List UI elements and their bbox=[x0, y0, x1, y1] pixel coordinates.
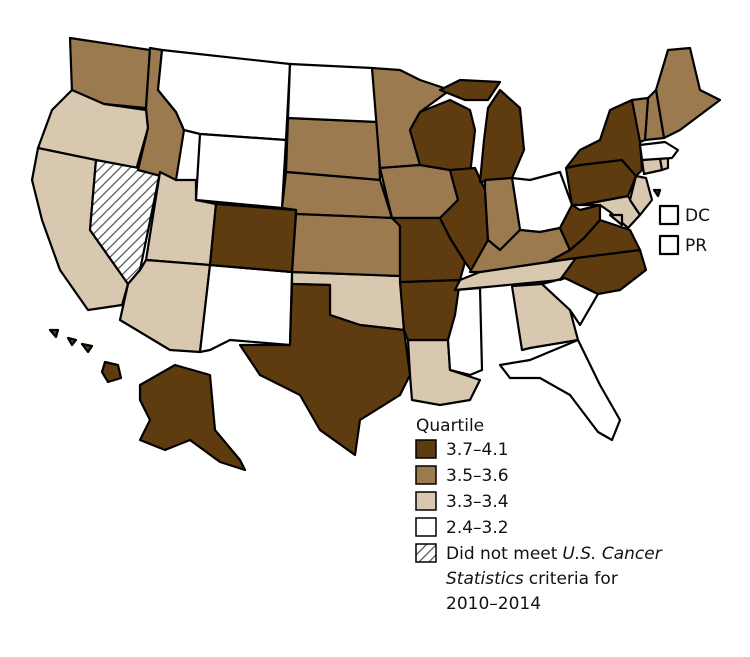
state bbox=[208, 202, 298, 274]
state bbox=[652, 188, 662, 198]
states: DC PR bbox=[30, 36, 722, 472]
state bbox=[378, 163, 460, 220]
state bbox=[286, 62, 380, 124]
inset-label: PR bbox=[685, 236, 707, 256]
state bbox=[238, 282, 412, 457]
legend: Quartile 3.7–4.1 3.5–3.6 3.3–3.4 2.4–3.2 Did… bbox=[415, 416, 663, 614]
legend-label-part: criteria for bbox=[529, 569, 618, 589]
state bbox=[280, 170, 394, 220]
state bbox=[608, 213, 624, 227]
legend-title: Quartile bbox=[416, 416, 484, 436]
legend-swatch bbox=[415, 439, 437, 459]
legend-label: 3.3–3.4 bbox=[446, 492, 509, 512]
state bbox=[468, 226, 572, 274]
state bbox=[438, 78, 526, 184]
state bbox=[654, 46, 722, 140]
legend-label: Statistics criteria for bbox=[446, 569, 618, 589]
legend-label-part: Statistics bbox=[446, 569, 524, 589]
legend-label: Did not meet U.S. Cancer bbox=[446, 544, 663, 564]
inset-box bbox=[658, 204, 680, 226]
legend-swatch bbox=[415, 517, 437, 537]
state bbox=[638, 140, 680, 162]
state bbox=[630, 96, 650, 144]
legend-swatch bbox=[415, 491, 437, 511]
legend-label-part: U.S. Cancer bbox=[562, 544, 662, 564]
state bbox=[48, 328, 123, 384]
state bbox=[628, 174, 654, 217]
legend-label: 2010–2014 bbox=[446, 594, 541, 614]
inset-label: DC bbox=[685, 206, 710, 226]
legend-label-part: 2010–2014 bbox=[446, 594, 541, 614]
state bbox=[198, 263, 294, 354]
state bbox=[408, 98, 477, 177]
state bbox=[498, 338, 622, 442]
inset-box bbox=[658, 234, 680, 256]
state bbox=[290, 212, 402, 278]
state bbox=[284, 116, 382, 182]
legend-swatch bbox=[415, 543, 437, 563]
legend-label: 3.7–4.1 bbox=[446, 440, 509, 460]
legend-label-part: Did not meet bbox=[446, 544, 558, 564]
legend-label: 3.5–3.6 bbox=[446, 466, 509, 486]
legend-label: 2.4–3.2 bbox=[446, 518, 509, 538]
state bbox=[398, 278, 462, 342]
state bbox=[138, 363, 247, 472]
state bbox=[194, 132, 288, 210]
legend-swatch bbox=[415, 465, 437, 485]
